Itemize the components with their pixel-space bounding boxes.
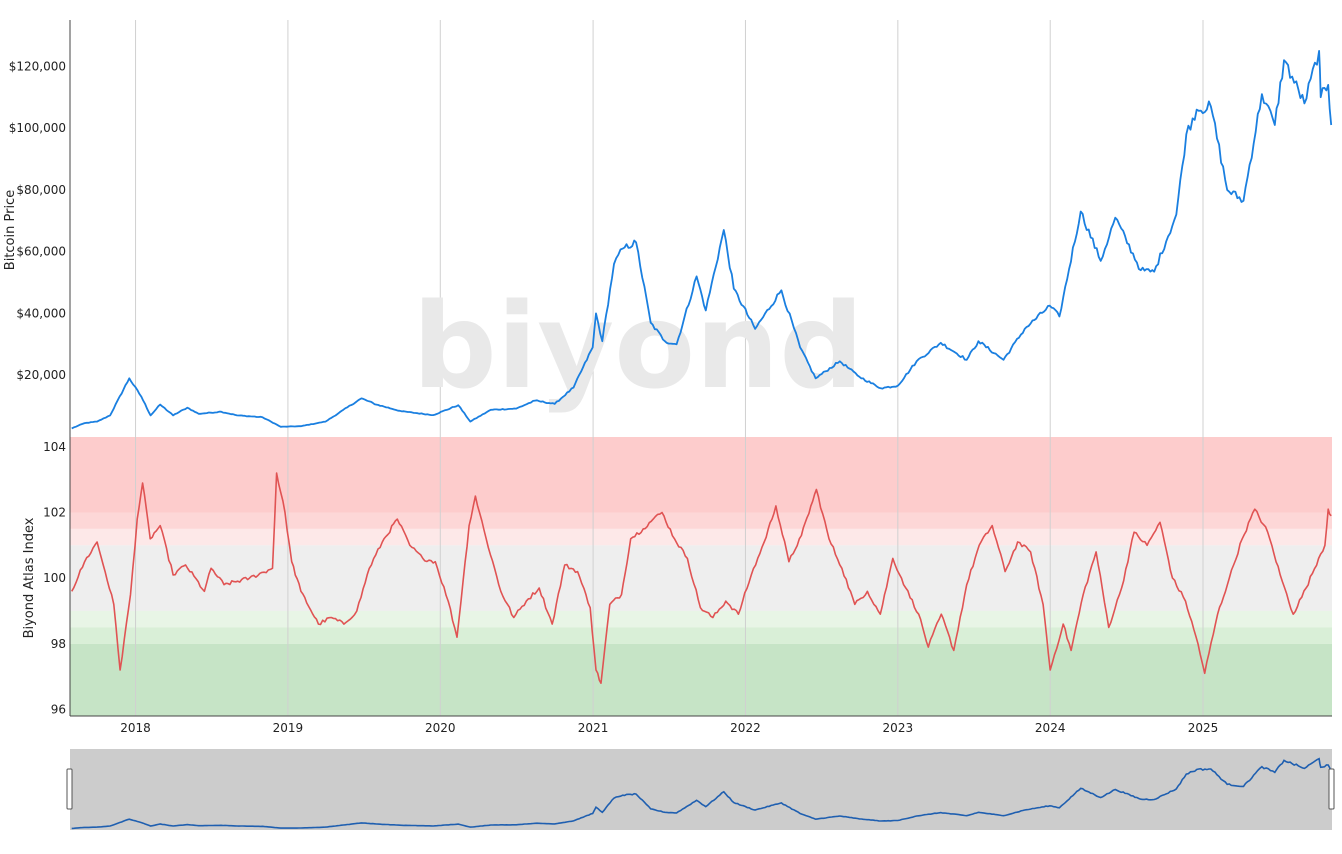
index-tick-label: 100: [43, 571, 66, 585]
range-selector[interactable]: [66, 749, 1335, 830]
index-line: [71, 472, 1332, 684]
watermark: biyond: [412, 277, 863, 415]
x-tick-2018: 2018: [120, 721, 151, 735]
band-1: [70, 512, 1332, 529]
price-axis-title: Bitcoin Price: [3, 190, 18, 270]
x-tick-2024: 2024: [1035, 721, 1066, 735]
index-tick-label: 96: [51, 702, 66, 716]
range-selector-line: [71, 757, 1332, 830]
index-axis-title: Biyond Atlas Index: [22, 517, 37, 638]
x-tick-2020: 2020: [425, 721, 456, 735]
price-tick-label: $80,000: [16, 183, 66, 197]
index-tick-label: 102: [43, 505, 66, 519]
price-panel: $20,000 $40,000 $60,000 $80,000 $100,000 $120…: [9, 50, 1333, 430]
axes: [69, 20, 1332, 717]
range-handle-right[interactable]: [1328, 768, 1335, 810]
x-tick-labels: 2018 2019 2020 2021 2022 2023 2024 2025: [120, 721, 1218, 735]
price-tick-label: $120,000: [9, 59, 66, 73]
vertical-gridlines: [135, 20, 1204, 716]
x-tick-2023: 2023: [883, 721, 914, 735]
band-5: [70, 627, 1332, 644]
price-tick-label: $60,000: [16, 245, 66, 259]
band-0: [70, 437, 1332, 513]
index-tick-label: 104: [43, 440, 66, 454]
range-selector-area: [70, 758, 1332, 830]
band-3: [70, 545, 1332, 611]
index-panel: 96 98 100 102 104: [43, 440, 1332, 716]
price-tick-label: $20,000: [16, 368, 66, 382]
x-tick-2022: 2022: [730, 721, 761, 735]
price-line: [71, 50, 1333, 430]
band-2: [70, 528, 1332, 546]
risk-bands: [70, 437, 1332, 716]
band-6: [70, 643, 1332, 716]
x-tick-2019: 2019: [273, 721, 304, 735]
price-tick-label: $100,000: [9, 121, 66, 135]
index-tick-label: 98: [51, 637, 66, 651]
band-4: [70, 610, 1332, 628]
x-tick-2021: 2021: [578, 721, 609, 735]
range-handle-left[interactable]: [66, 768, 73, 810]
price-tick-label: $40,000: [16, 306, 66, 320]
x-tick-2025: 2025: [1188, 721, 1219, 735]
